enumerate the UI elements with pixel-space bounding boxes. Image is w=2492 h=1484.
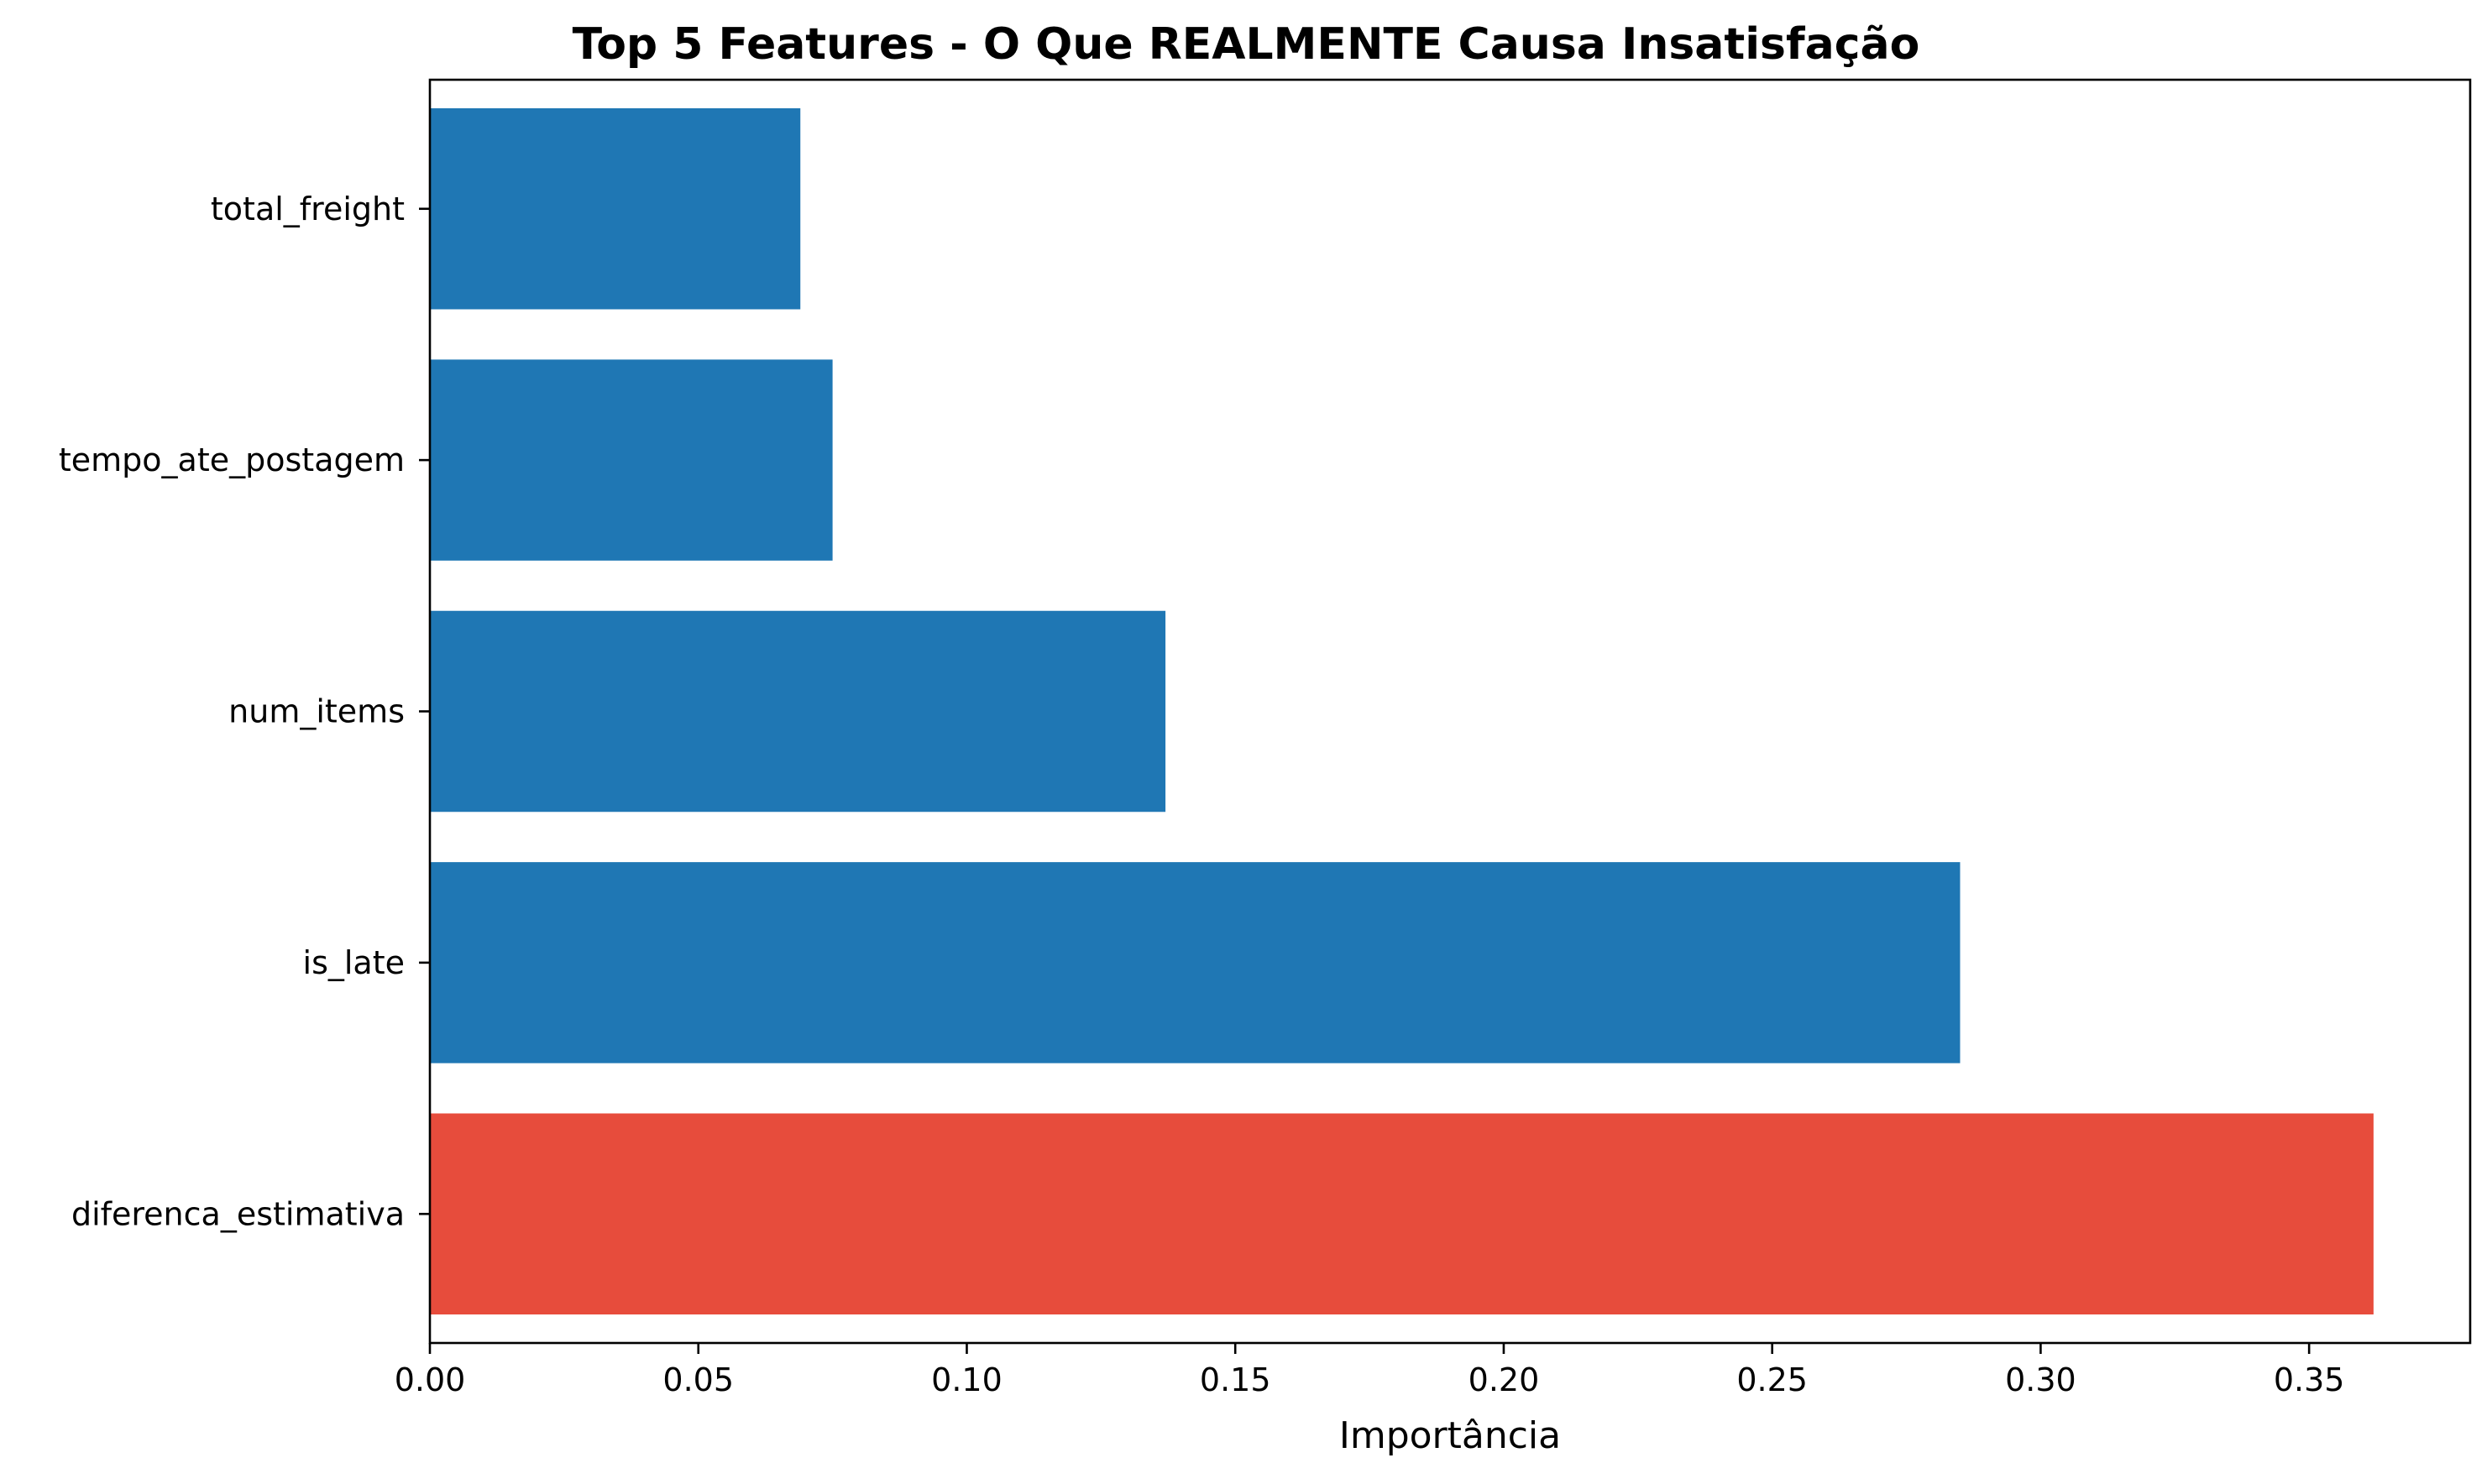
x-tick-label-2: 0.10	[931, 1361, 1003, 1398]
bar-diferenca-estimativa	[430, 1113, 2374, 1314]
x-axis-label: Importância	[1339, 1414, 1561, 1457]
x-tick-label-4: 0.20	[1468, 1361, 1540, 1398]
y-tick-label-total-freight: total_freight	[211, 191, 405, 227]
bar-total-freight	[430, 108, 801, 310]
y-tick-label-is-late: is_late	[303, 944, 405, 981]
x-tick-label-0: 0.00	[395, 1361, 466, 1398]
x-tick-label-7: 0.35	[2274, 1361, 2345, 1398]
bar-num-items	[430, 610, 1166, 813]
y-tick-label-num-items: num_items	[228, 693, 405, 730]
x-tick-label-5: 0.25	[1736, 1361, 1808, 1398]
bar-tempo-ate-postagem	[430, 359, 833, 561]
chart-title: Top 5 Features - O Que REALMENTE Causa I…	[573, 19, 1920, 70]
x-tick-label-3: 0.15	[1200, 1361, 1271, 1398]
y-tick-label-diferenca-estimativa: diferenca_estimativa	[71, 1195, 405, 1232]
bar-is-late	[430, 862, 1961, 1063]
y-tick-label-tempo-ate-postagem: tempo_ate_postagem	[59, 442, 405, 478]
x-tick-label-6: 0.30	[2005, 1361, 2076, 1398]
x-tick-label-1: 0.05	[662, 1361, 734, 1398]
